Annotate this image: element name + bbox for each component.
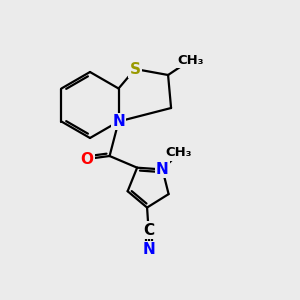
- Text: C: C: [143, 223, 154, 238]
- Text: N: N: [142, 242, 155, 257]
- Text: N: N: [156, 162, 169, 177]
- Text: CH₃: CH₃: [177, 53, 204, 67]
- Text: CH₃: CH₃: [166, 146, 192, 160]
- Text: S: S: [130, 61, 141, 76]
- Text: N: N: [112, 114, 125, 129]
- Text: O: O: [81, 152, 94, 166]
